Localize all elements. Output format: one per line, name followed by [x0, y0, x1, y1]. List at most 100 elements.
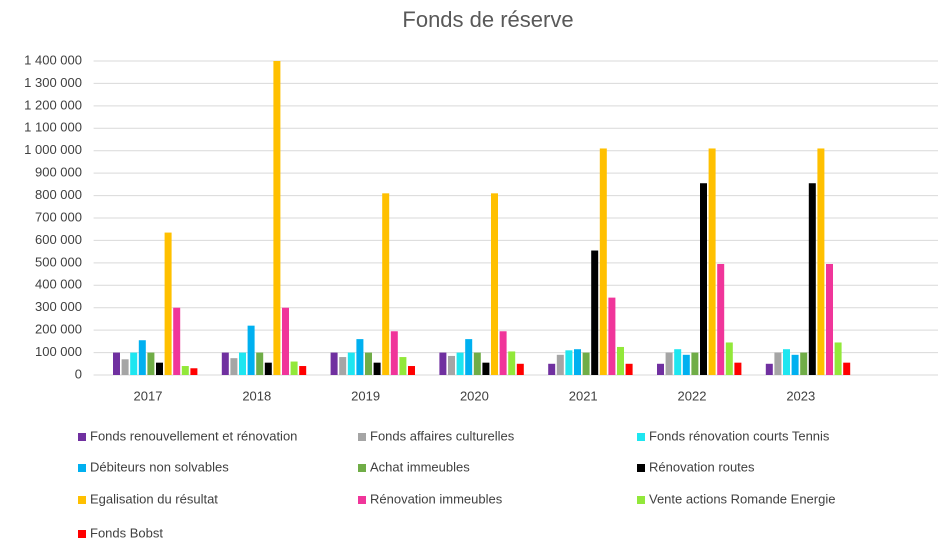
y-tick-label: 200 000 — [35, 322, 82, 337]
bar — [181, 366, 189, 375]
bar — [130, 352, 138, 375]
bar — [499, 331, 507, 375]
bar — [574, 349, 581, 375]
legend-label: Achat immeubles — [370, 459, 470, 474]
bar — [834, 342, 842, 375]
bar — [465, 339, 473, 375]
bar — [347, 352, 355, 375]
bar — [674, 349, 682, 375]
bar — [491, 193, 498, 375]
legend-swatch — [78, 464, 86, 472]
y-tick-label: 0 — [75, 366, 82, 381]
bar — [156, 362, 163, 375]
bar — [556, 354, 564, 375]
bar — [765, 363, 773, 375]
bar — [164, 232, 172, 375]
bar — [582, 352, 590, 375]
y-tick-label: 1 000 000 — [24, 142, 82, 157]
legend-label: Egalisation du résultat — [90, 491, 218, 506]
x-tick-label: 2018 — [242, 388, 271, 403]
bar — [817, 148, 825, 375]
bar — [700, 183, 707, 375]
bar — [691, 352, 699, 375]
bar — [456, 352, 464, 375]
legend-label: Fonds affaires culturelles — [370, 428, 515, 443]
bar — [256, 352, 264, 375]
bar — [121, 359, 129, 375]
bar — [299, 366, 307, 375]
legend-swatch — [637, 496, 645, 504]
x-tick-label: 2017 — [134, 388, 163, 403]
bar — [608, 297, 616, 375]
x-tick-label: 2020 — [460, 388, 489, 403]
y-tick-label: 1 100 000 — [24, 120, 82, 135]
bar — [734, 362, 742, 375]
y-tick-label: 900 000 — [35, 165, 82, 180]
bar — [774, 352, 782, 375]
legend-label: Débiteurs non solvables — [90, 459, 229, 474]
bar — [565, 350, 573, 375]
legend-swatch — [637, 464, 645, 472]
x-tick-label: 2019 — [351, 388, 380, 403]
bar — [190, 368, 198, 375]
bar — [247, 325, 255, 375]
bar — [264, 362, 272, 375]
x-tick-label: 2022 — [678, 388, 707, 403]
bar — [113, 352, 120, 375]
y-tick-label: 500 000 — [35, 254, 82, 269]
bar — [482, 362, 490, 375]
bar — [221, 352, 229, 375]
legend-label: Fonds Bobst — [90, 525, 163, 540]
chart-title: Fonds de réserve — [402, 7, 573, 32]
legend-swatch — [78, 433, 86, 441]
legend-swatch — [78, 530, 86, 538]
bar — [373, 362, 381, 375]
bar — [173, 307, 181, 375]
bar — [473, 352, 481, 375]
legend-label: Vente actions Romande Energie — [649, 491, 835, 506]
bar — [282, 307, 289, 375]
bar — [399, 357, 407, 375]
bar — [717, 263, 725, 375]
bar — [448, 355, 455, 375]
y-tick-label: 400 000 — [35, 277, 82, 292]
bar — [439, 352, 447, 375]
bar — [591, 250, 599, 375]
bar — [239, 352, 246, 375]
bar — [625, 363, 633, 375]
bar — [682, 354, 690, 375]
bar — [138, 340, 146, 375]
bar — [230, 358, 238, 375]
bar — [791, 354, 799, 375]
bar — [800, 352, 808, 375]
bar — [808, 183, 816, 375]
bar — [408, 366, 415, 375]
bar — [548, 363, 556, 375]
bar — [843, 362, 851, 375]
bar — [273, 61, 281, 375]
x-tick-label: 2021 — [569, 388, 598, 403]
legend-swatch — [358, 496, 366, 504]
bar — [382, 193, 390, 375]
bar — [708, 148, 716, 375]
y-tick-label: 600 000 — [35, 232, 82, 247]
bar — [508, 351, 516, 375]
legend-label: Fonds rénovation courts Tennis — [649, 428, 830, 443]
bar — [516, 363, 524, 375]
bar — [617, 346, 624, 375]
legend-label: Rénovation immeubles — [370, 491, 503, 506]
x-tick-label: 2023 — [786, 388, 815, 403]
y-tick-label: 700 000 — [35, 209, 82, 224]
bar — [665, 352, 673, 375]
legend-label: Fonds renouvellement et rénovation — [90, 428, 297, 443]
bar — [365, 352, 372, 375]
y-tick-label: 1 200 000 — [24, 97, 82, 112]
bar — [826, 263, 833, 375]
y-tick-label: 1 400 000 — [24, 52, 82, 67]
legend-swatch — [637, 433, 645, 441]
bar — [657, 363, 664, 375]
bar — [330, 352, 338, 375]
bar — [783, 349, 790, 375]
